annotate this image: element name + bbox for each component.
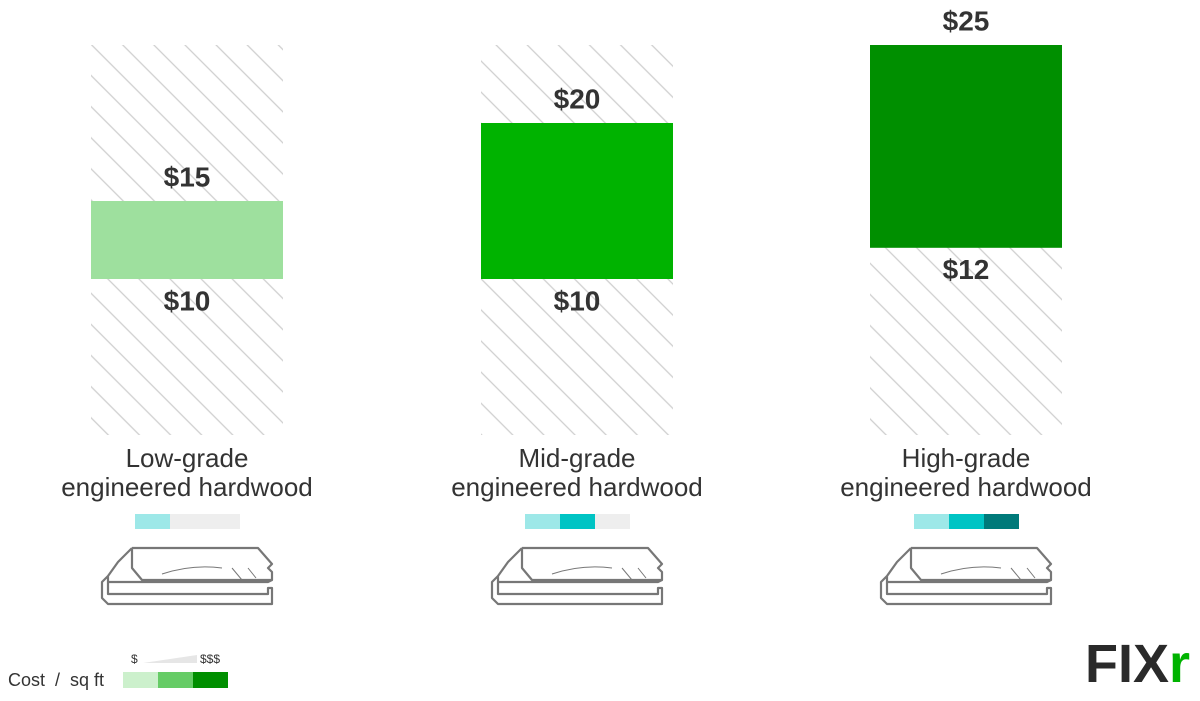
bar	[870, 45, 1062, 248]
high-label: $15	[164, 161, 211, 192]
legend-low: $	[131, 652, 138, 666]
category-label: High-grade engineered hardwood	[840, 443, 1092, 502]
cost-segment	[560, 514, 595, 529]
logo: FIXr	[1085, 634, 1190, 694]
logo-accent: r	[1169, 634, 1190, 694]
high-label: $20	[554, 83, 601, 114]
cost-segment	[525, 514, 560, 529]
low-label: $10	[164, 285, 211, 316]
legend-wedge	[143, 655, 197, 663]
plank-icon	[879, 546, 1053, 606]
cost-segment	[170, 514, 205, 529]
bar	[91, 201, 283, 279]
plank-line	[490, 547, 664, 606]
plank-line	[887, 579, 1052, 584]
plank-icon	[490, 546, 664, 606]
legend-title: Cost / sq ft	[8, 670, 104, 690]
high-label: $25	[943, 5, 990, 36]
legend-high: $$$	[200, 652, 220, 666]
plank-line	[520, 546, 664, 582]
cost-segment	[205, 514, 240, 529]
cost-segment	[949, 514, 984, 529]
plank-line	[551, 566, 647, 581]
plank-line	[108, 579, 273, 584]
legend-swatch	[193, 672, 228, 688]
legend-swatch	[123, 672, 158, 688]
legend-swatch	[158, 672, 193, 688]
cost-segment	[984, 514, 1019, 529]
plank-icon	[100, 546, 274, 606]
low-label: $10	[554, 285, 601, 316]
category-label: Mid-grade engineered hardwood	[451, 443, 703, 502]
plank-line	[940, 566, 1036, 581]
cost-segment	[595, 514, 630, 529]
cost-segment	[135, 514, 170, 529]
plank-line	[130, 546, 274, 582]
bar	[481, 123, 673, 279]
logo-main: FIX	[1085, 634, 1169, 694]
plank-line	[879, 547, 1053, 606]
plank-line	[909, 546, 1053, 582]
plank-line	[498, 579, 663, 584]
plank-line	[161, 566, 257, 581]
plank-line	[100, 547, 274, 606]
cost-segment	[914, 514, 949, 529]
low-label: $12	[943, 254, 990, 285]
category-label: Low-grade engineered hardwood	[61, 443, 313, 502]
